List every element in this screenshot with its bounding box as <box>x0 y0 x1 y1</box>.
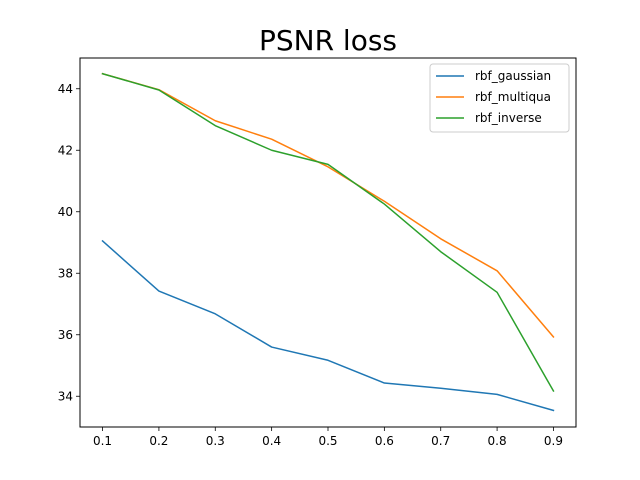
y-tick-label: 38 <box>58 266 73 280</box>
plot-lines <box>101 72 555 412</box>
x-tick-label: 0.7 <box>431 434 450 448</box>
legend-entries: rbf_gaussian rbf_multiqua rbf_inverse <box>436 69 551 125</box>
series-line-rbf_multiqua <box>101 72 555 338</box>
legend-label-rbf_multiqua: rbf_multiqua <box>475 90 551 104</box>
chart-title: PSNR loss <box>259 24 397 57</box>
x-tick-label: 0.9 <box>544 434 563 448</box>
series-line-rbf_gaussian <box>101 239 555 412</box>
x-axis-ticks: 0.1 0.2 0.3 0.4 0.5 0.6 0.7 0.8 0.9 <box>93 427 563 448</box>
y-tick-label: 34 <box>58 389 73 403</box>
y-tick-label: 42 <box>58 143 73 157</box>
x-tick-label: 0.8 <box>488 434 507 448</box>
y-tick-label: 44 <box>58 82 73 96</box>
series-line-rbf_inverse <box>101 72 555 393</box>
x-tick-label: 0.2 <box>149 434 168 448</box>
x-tick-label: 0.6 <box>375 434 394 448</box>
legend-label-rbf_inverse: rbf_inverse <box>475 111 542 125</box>
y-tick-label: 36 <box>58 328 73 342</box>
legend: rbf_gaussian rbf_multiqua rbf_inverse <box>429 63 570 133</box>
x-tick-label: 0.1 <box>93 434 112 448</box>
x-tick-label: 0.3 <box>206 434 225 448</box>
legend-label-rbf_gaussian: rbf_gaussian <box>475 69 551 83</box>
x-tick-label: 0.5 <box>318 434 337 448</box>
legend-box <box>429 63 570 133</box>
x-tick-label: 0.4 <box>262 434 281 448</box>
y-axis-ticks: 34 36 38 40 42 44 <box>58 82 80 403</box>
y-tick-label: 40 <box>58 205 73 219</box>
